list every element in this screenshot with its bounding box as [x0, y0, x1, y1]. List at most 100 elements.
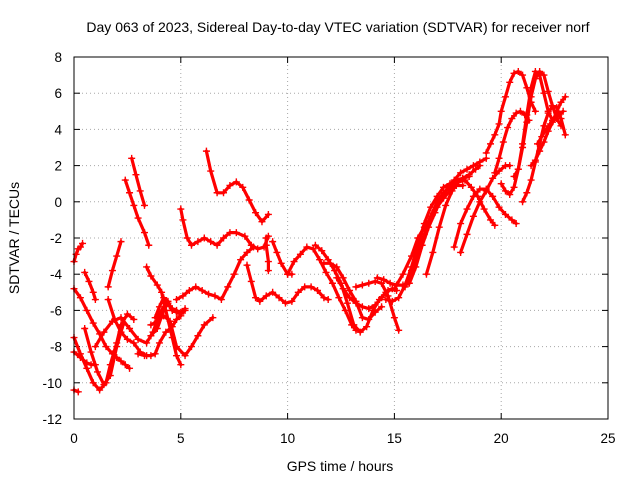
x-tick-label: 25	[600, 431, 615, 446]
data-point	[173, 308, 181, 316]
data-point	[151, 350, 159, 358]
data-point	[76, 294, 84, 302]
data-point	[540, 71, 548, 79]
data-point	[540, 89, 548, 97]
data-point	[224, 283, 232, 291]
data-point	[117, 357, 125, 365]
data-point	[489, 174, 497, 182]
data-point	[91, 343, 99, 351]
data-point	[523, 189, 531, 197]
data-point	[491, 169, 499, 177]
data-point	[220, 189, 228, 197]
data-point	[232, 229, 240, 237]
data-point	[504, 124, 512, 132]
series-track-26	[333, 274, 396, 313]
data-point	[497, 180, 505, 188]
data-point	[333, 263, 341, 271]
data-point	[559, 107, 567, 115]
data-point	[350, 321, 358, 329]
data-point	[158, 288, 166, 296]
series-track-35	[482, 67, 539, 157]
y-tick-label: -8	[50, 340, 62, 355]
data-point	[371, 308, 379, 316]
series-trace	[392, 183, 465, 291]
data-point	[187, 241, 195, 249]
data-point	[536, 67, 544, 75]
data-point	[371, 301, 379, 309]
data-point	[489, 192, 497, 200]
data-point	[365, 279, 373, 287]
data-point	[463, 205, 471, 213]
data-point	[491, 131, 499, 139]
data-point	[108, 267, 116, 275]
data-point	[194, 332, 202, 340]
data-point	[561, 131, 569, 139]
data-point	[81, 268, 89, 276]
data-point	[476, 185, 484, 193]
series-trace	[322, 261, 384, 321]
data-point	[294, 288, 302, 296]
series-trace	[106, 240, 123, 289]
x-tick-label: 15	[387, 431, 402, 446]
data-point	[179, 292, 187, 300]
data-point	[205, 290, 213, 298]
x-tick-label: 0	[70, 431, 78, 446]
data-point	[173, 315, 181, 323]
data-point	[331, 267, 339, 275]
data-point	[346, 294, 354, 302]
data-point	[130, 315, 138, 323]
data-point	[143, 263, 151, 271]
series-track-9	[104, 238, 125, 291]
data-point	[386, 279, 394, 287]
data-point	[249, 243, 257, 251]
data-point	[356, 328, 364, 336]
data-point	[181, 306, 189, 314]
data-point	[230, 270, 238, 278]
data-point	[429, 248, 437, 256]
data-point	[519, 198, 527, 206]
data-point	[177, 310, 185, 318]
data-point	[160, 306, 168, 314]
data-point	[527, 176, 535, 184]
data-point	[538, 133, 546, 141]
data-point	[497, 107, 505, 115]
data-point	[339, 285, 347, 293]
series-track-32	[422, 176, 499, 278]
data-point	[269, 238, 277, 246]
data-point	[454, 178, 462, 186]
data-point	[553, 107, 561, 115]
data-point	[318, 247, 326, 255]
series-track-11	[128, 154, 148, 209]
data-point	[326, 259, 334, 267]
data-point	[173, 296, 181, 304]
data-point	[252, 209, 260, 217]
data-point	[352, 299, 360, 307]
data-point	[499, 138, 507, 146]
data-point	[448, 187, 456, 195]
data-point	[155, 339, 163, 347]
data-point	[531, 107, 539, 115]
series-trace	[512, 69, 563, 179]
data-point	[373, 274, 381, 282]
series-track-17	[151, 294, 189, 322]
data-point	[531, 156, 539, 164]
data-point	[544, 109, 552, 117]
data-point	[378, 303, 386, 311]
series-trace	[204, 149, 270, 224]
data-point	[384, 292, 392, 300]
data-point	[309, 245, 317, 253]
x-tick-label: 10	[280, 431, 295, 446]
data-point	[463, 165, 471, 173]
data-point	[399, 270, 407, 278]
data-point	[183, 234, 191, 242]
data-point	[557, 98, 565, 106]
data-point	[173, 343, 181, 351]
data-point	[365, 305, 373, 313]
data-point	[192, 283, 200, 291]
data-point	[407, 252, 415, 260]
data-point	[457, 248, 465, 256]
data-point	[76, 350, 84, 358]
data-point	[501, 210, 509, 218]
y-tick-label: 4	[54, 122, 62, 137]
data-point	[256, 297, 264, 305]
